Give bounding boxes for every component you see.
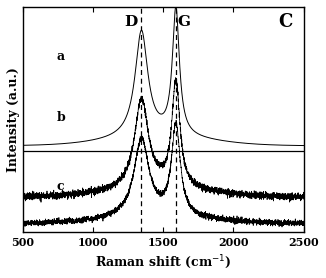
Text: D: D bbox=[124, 14, 138, 29]
Y-axis label: Intensity (a.u.): Intensity (a.u.) bbox=[7, 67, 20, 172]
Text: C: C bbox=[278, 13, 292, 31]
Text: c: c bbox=[56, 180, 64, 193]
Text: b: b bbox=[56, 111, 65, 124]
Text: a: a bbox=[56, 50, 65, 63]
X-axis label: Raman shift (cm$^{-1}$): Raman shift (cm$^{-1}$) bbox=[95, 253, 231, 271]
Text: G: G bbox=[178, 14, 191, 29]
